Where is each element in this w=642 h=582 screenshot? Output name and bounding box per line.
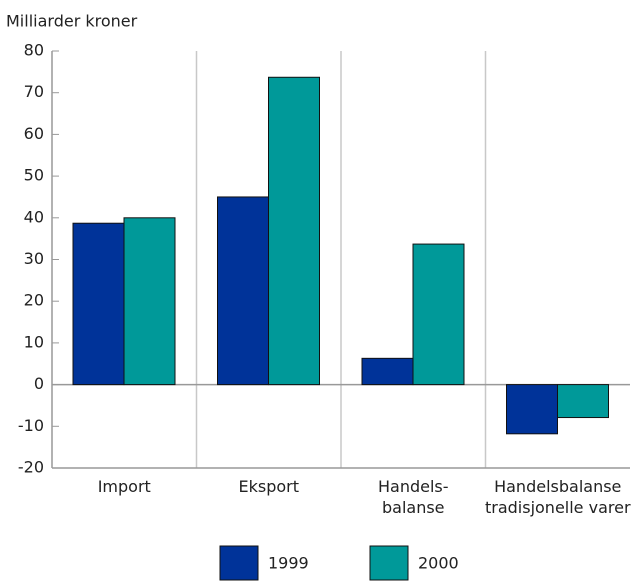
bar xyxy=(72,222,125,386)
x-tick-label: Handelsbalanse tradisjonelle varer xyxy=(484,477,631,517)
y-tick-label: 50 xyxy=(24,166,44,185)
y-tick-label: 30 xyxy=(24,249,44,268)
bar xyxy=(361,357,414,386)
y-tick-label: 10 xyxy=(24,332,44,351)
legend-swatch xyxy=(369,545,409,581)
bar xyxy=(123,217,176,386)
bar xyxy=(217,196,269,386)
bar xyxy=(506,384,558,435)
y-tick-label: 0 xyxy=(34,374,44,393)
x-tick-label: Import xyxy=(97,477,151,496)
x-tick-label: Eksport xyxy=(238,477,299,496)
y-axis-label: Milliarder kroner xyxy=(6,12,138,31)
y-tick-label: 40 xyxy=(24,207,44,226)
y-tick-label: 70 xyxy=(24,82,44,101)
legend-label: 2000 xyxy=(418,554,459,573)
y-tick-label: -20 xyxy=(18,458,44,477)
y-tick-label: 80 xyxy=(24,41,44,60)
legend-label: 1999 xyxy=(268,554,309,573)
y-tick-label: -10 xyxy=(18,416,44,435)
x-tick-label: Handels- balanse xyxy=(377,477,449,517)
bar xyxy=(412,243,465,386)
legend-swatch xyxy=(219,545,259,581)
bar xyxy=(557,384,609,419)
y-tick-label: 20 xyxy=(24,291,44,310)
bar xyxy=(268,76,320,386)
y-tick-label: 60 xyxy=(24,124,44,143)
